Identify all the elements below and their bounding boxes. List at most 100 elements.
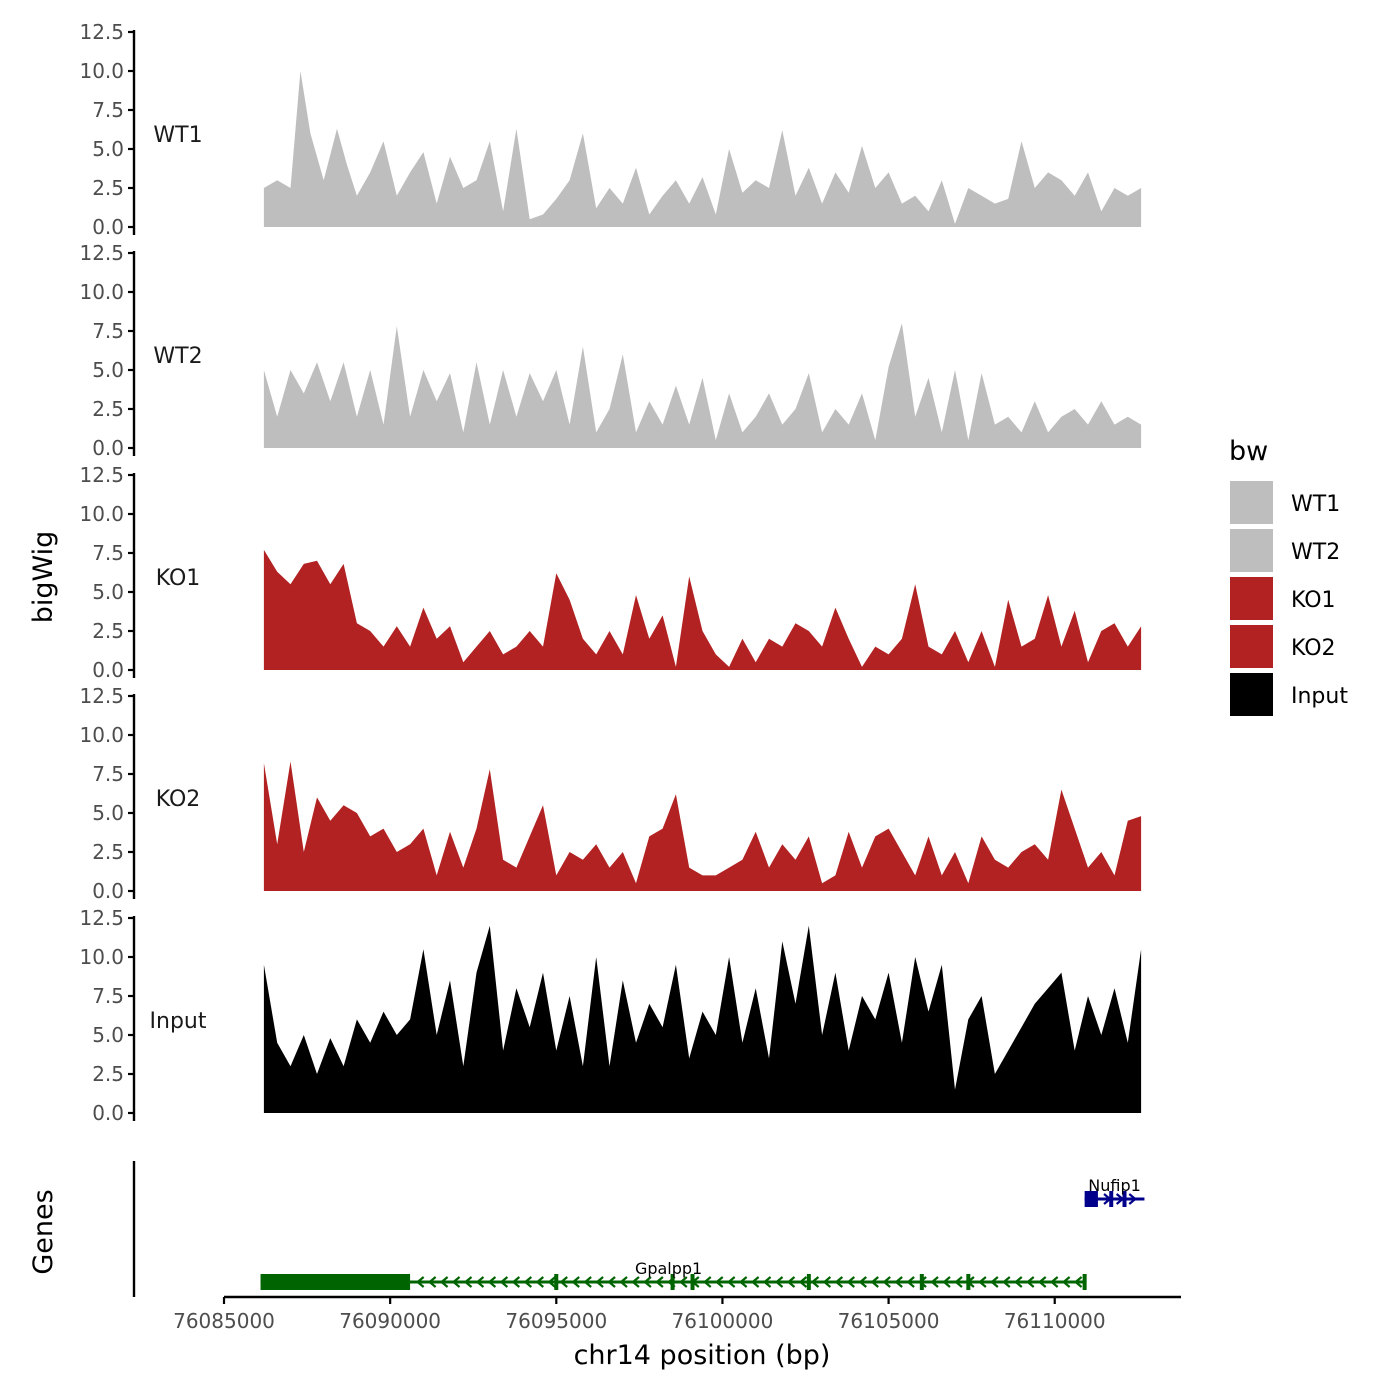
strand-arrow [954,1276,963,1288]
gene-label-nufip1: Nufip1 [1088,1176,1141,1195]
strand-arrow [906,1276,915,1288]
strand-arrow [679,1276,688,1288]
gene-exon [1082,1274,1087,1290]
y-tick-label: 12.5 [79,241,124,265]
strand-arrow [1002,1276,1011,1288]
legend-label-wt2: WT2 [1291,540,1340,565]
y-tick-label: 12.5 [79,906,124,930]
gene-exon [1122,1191,1127,1207]
strand-arrow [822,1276,832,1288]
y-tick-label: 2.5 [92,176,124,200]
y-tick-label: 10.0 [79,723,124,747]
strand-arrow [1037,1276,1047,1288]
strand-arrow [439,1276,449,1288]
track-label-ko2: KO2 [156,787,201,812]
signal-area-input [263,925,1142,1113]
y-tick-label: 7.5 [92,541,124,565]
y-tick-label: 10.0 [79,502,124,526]
y-tick-label: 5.0 [92,580,124,604]
y-tick-label: 0.0 [92,436,124,460]
strand-arrow [499,1276,509,1288]
x-axis-title: chr14 position (bp) [574,1340,831,1371]
bigwig-tracks: 0.0 2.5 5.0 7.5 10.0 12.5 WT1 0.0 2.5 5.0 7.5 10.0 1… [79,20,1142,1125]
strand-arrow [750,1276,760,1288]
track-wt1: 0.0 2.5 5.0 7.5 10.0 12.5 WT1 [79,20,1142,239]
strand-arrow [726,1276,736,1288]
y-tick-label: 0.0 [92,879,124,903]
legend-label-ko1: KO1 [1291,588,1336,613]
y-tick-label: 5.0 [92,801,124,825]
strand-arrow [762,1276,772,1288]
legend-key-input [1230,673,1273,716]
strand-arrow [1128,1193,1138,1205]
y-tick-label: 2.5 [92,840,124,864]
track-ko2: 0.0 2.5 5.0 7.5 10.0 12.5 KO2 [79,684,1142,903]
track-ko1: 0.0 2.5 5.0 7.5 10.0 12.5 KO1 [79,463,1142,682]
signal-area-wt1 [263,71,1142,227]
strand-arrow [655,1276,664,1288]
gene-exon-block [260,1274,411,1290]
strand-arrow [870,1276,879,1288]
strand-arrow [978,1276,987,1288]
strand-arrow [619,1276,628,1288]
legend-label-ko2: KO2 [1291,636,1336,661]
gene-exon [670,1274,675,1290]
y-tick-label: 2.5 [92,397,124,421]
strand-arrow [774,1276,784,1288]
gene-exon [690,1274,695,1290]
strand-arrow [942,1276,951,1288]
strand-arrow [738,1276,748,1288]
strand-arrow [786,1276,796,1288]
y-tick-label: 7.5 [92,98,124,122]
x-tick-label: 76085000 [173,1309,275,1333]
strand-arrow [415,1276,425,1288]
gene-gpalpp1: Gpalpp1 [260,1259,1087,1290]
legend-label-input: Input [1291,684,1348,709]
strand-arrow [547,1276,556,1288]
strand-arrow [487,1276,497,1288]
legend-title: bw [1229,436,1268,467]
strand-arrow [1014,1276,1023,1288]
strand-arrow [631,1276,640,1288]
y-tick-label: 7.5 [92,319,124,343]
x-tick-label: 76100000 [672,1309,774,1333]
legend-key-wt1 [1230,481,1273,524]
strand-arrow [882,1276,891,1288]
gene-label-gpalpp1: Gpalpp1 [635,1259,702,1278]
strand-arrow [810,1276,820,1288]
strand-arrow [451,1276,461,1288]
strand-arrow [463,1276,473,1288]
legend-label-wt1: WT1 [1291,492,1340,517]
x-tick-label: 76105000 [838,1309,940,1333]
gene-exon [966,1274,971,1290]
signal-area-wt2 [263,323,1142,448]
strand-arrow [559,1276,568,1288]
strand-arrow [798,1276,808,1288]
y-tick-label: 2.5 [92,619,124,643]
strand-arrow [990,1276,999,1288]
signal-area-ko1 [263,549,1142,670]
x-tick-label: 76110000 [1004,1309,1106,1333]
gene-exon [1109,1191,1114,1207]
y-tick-label: 10.0 [79,280,124,304]
strand-arrow [511,1276,521,1288]
strand-arrow [714,1276,724,1288]
strand-arrow [595,1276,604,1288]
strand-arrow [834,1276,844,1288]
x-tick-label: 76095000 [505,1309,607,1333]
strand-arrow [930,1276,939,1288]
legend: bw WT1 WT2 KO1 KO2 Input [1229,436,1348,716]
gene-exon [554,1274,559,1290]
x-tick-label: 76090000 [339,1309,441,1333]
track-wt2: 0.0 2.5 5.0 7.5 10.0 12.5 WT2 [79,241,1142,460]
x-axis: 76085000 76090000 76095000 76100000 76105000… [173,1295,1181,1333]
strand-arrow [894,1276,903,1288]
strand-arrow [1073,1276,1083,1288]
genes-axis-title: Genes [28,1189,59,1274]
y-tick-label: 0.0 [92,215,124,239]
track-label-wt1: WT1 [153,123,202,148]
gene-nufip1: Nufip1 [1084,1176,1145,1207]
y-tick-label: 5.0 [92,358,124,382]
y-tick-label: 12.5 [79,463,124,487]
